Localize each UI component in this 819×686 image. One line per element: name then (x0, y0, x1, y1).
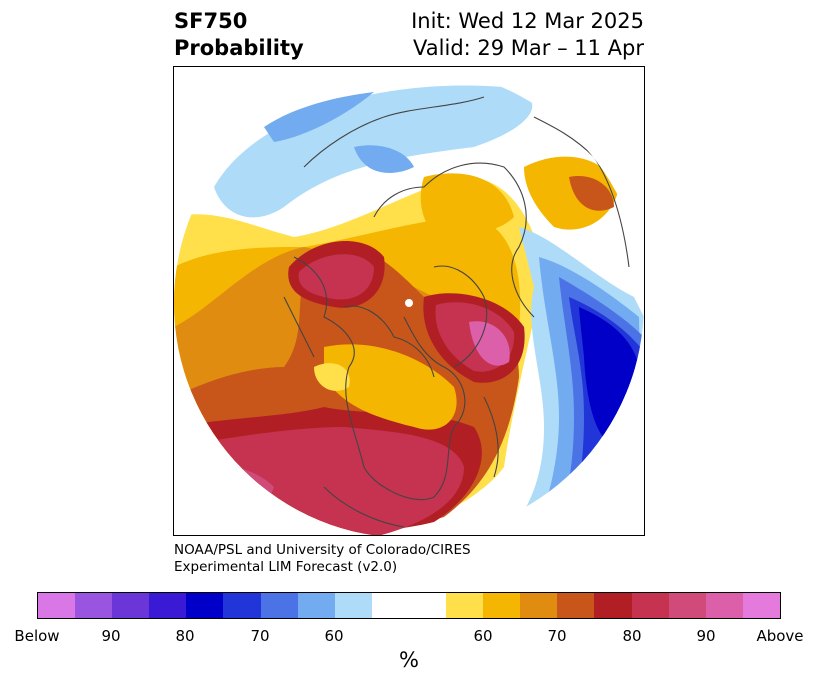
colorbar-tick-label: Below (14, 627, 60, 645)
figure-title-right: Init: Wed 12 Mar 2025 Valid: 29 Mar – 11… (411, 8, 644, 62)
title-variable: SF750 (174, 9, 248, 33)
region-north-warm (420, 173, 514, 234)
colorbar-swatch (223, 593, 261, 618)
north-pole-marker (405, 299, 413, 307)
region-pink-atlantic (469, 321, 510, 366)
colorbar-swatch (668, 593, 706, 618)
colorbar-tick-label: 70 (547, 627, 567, 645)
probability-field (174, 68, 644, 535)
polar-map (174, 68, 644, 535)
colorbar-tick-label: Above (756, 627, 804, 645)
credit-text: NOAA/PSL and University of Colorado/CIRE… (174, 542, 471, 576)
colorbar-swatch (705, 593, 743, 618)
region-below-mid (264, 92, 374, 142)
colorbar-swatch (520, 593, 558, 618)
region-magenta-west (298, 254, 374, 300)
colorbar-swatch (594, 593, 632, 618)
colorbar-swatch (446, 593, 484, 618)
colorbar-swatch (631, 593, 669, 618)
region-yellow-core (314, 363, 350, 391)
figure-title-left: SF750 Probability (174, 8, 304, 62)
colorbar-swatch (260, 593, 298, 618)
valid-dates: Valid: 29 Mar – 11 Apr (413, 36, 644, 60)
colorbar-tick-label: 80 (175, 627, 195, 645)
colorbar-swatch (297, 593, 335, 618)
colorbar-swatch (334, 593, 372, 618)
credit-line-2: Experimental LIM Forecast (v2.0) (174, 559, 398, 575)
region-yellow-pocket (324, 344, 457, 430)
colorbar-swatch (371, 593, 409, 618)
map-panel (173, 66, 645, 536)
colorbar-swatch (38, 593, 76, 618)
colorbar-swatch (483, 593, 521, 618)
colorbar-swatch (75, 593, 113, 618)
colorbar-tick-label: 70 (250, 627, 270, 645)
init-date: Init: Wed 12 Mar 2025 (411, 9, 644, 33)
colorbar-swatch (149, 593, 187, 618)
region-below-mid-2 (354, 145, 414, 173)
colorbar-swatch (408, 593, 447, 618)
colorbar-unit: % (399, 648, 419, 672)
colorbar (37, 592, 781, 619)
colorbar-swatch (742, 593, 780, 618)
colorbar-tick-label: 80 (622, 627, 642, 645)
region-above-85 (174, 427, 464, 535)
colorbar-swatch (186, 593, 224, 618)
colorbar-tick-label: 90 (101, 627, 121, 645)
credit-line-1: NOAA/PSL and University of Colorado/CIRE… (174, 542, 471, 558)
colorbar-tick-label: 90 (696, 627, 716, 645)
colorbar-swatch (112, 593, 150, 618)
region-ne-hot (569, 176, 614, 211)
colorbar-tick-label: 60 (473, 627, 493, 645)
colorbar-swatch (557, 593, 595, 618)
title-field: Probability (174, 36, 304, 60)
region-ne-warm (524, 156, 619, 230)
colorbar-tick-label: 60 (324, 627, 344, 645)
